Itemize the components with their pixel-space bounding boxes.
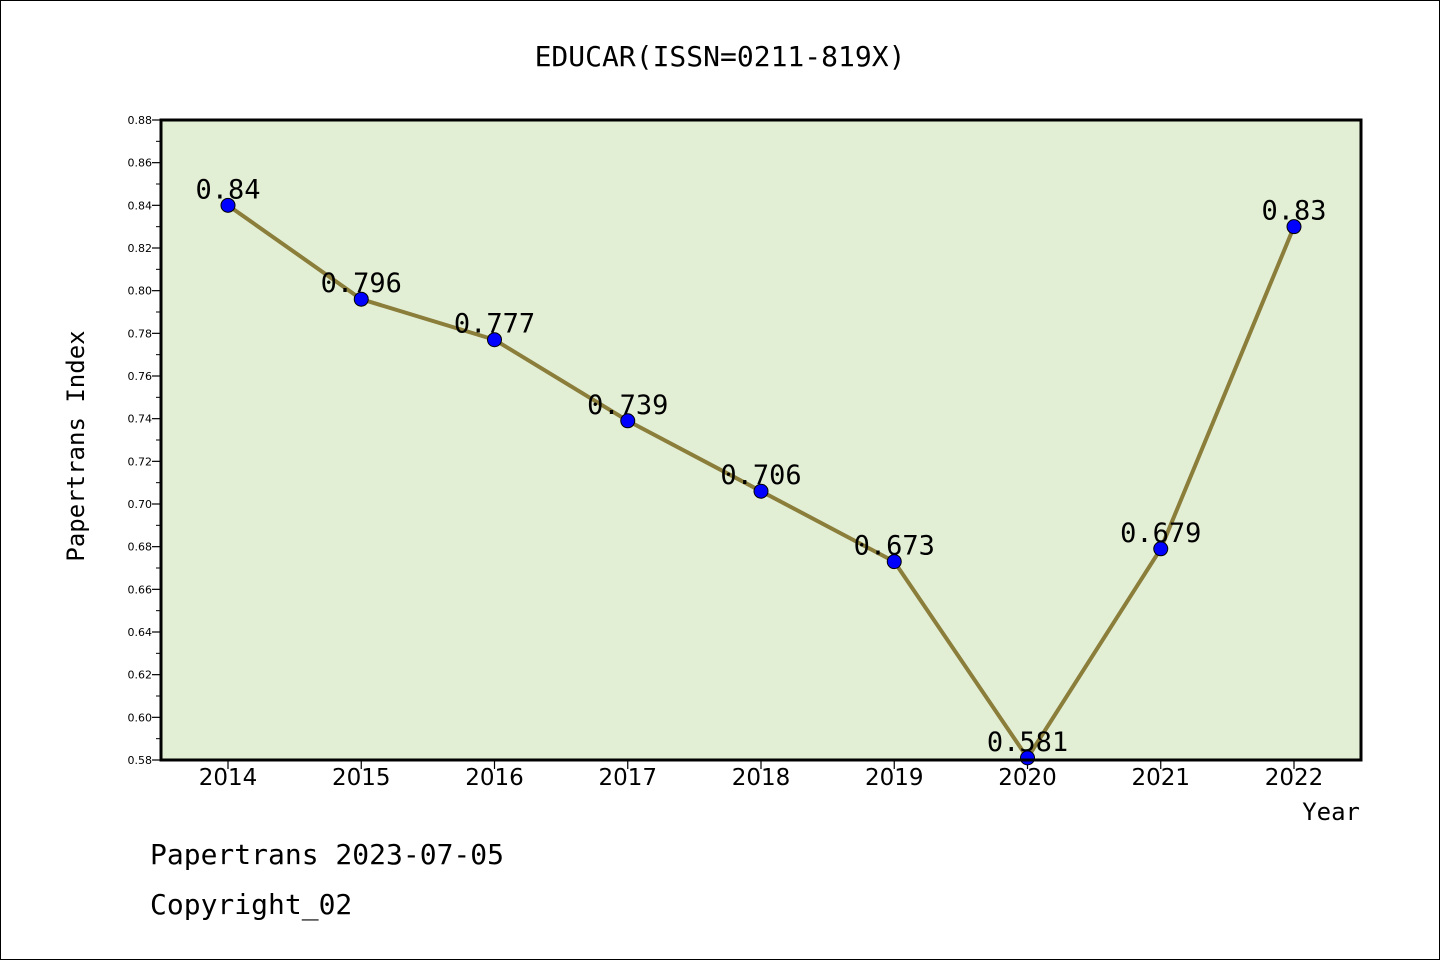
y-axis: 0.58 0.60 0.62 0.64 0.66 0.68 0.70 0.72 0.74 0.76…	[128, 114, 161, 767]
footer-copyright: Copyright_02	[150, 888, 352, 922]
data-point	[353, 291, 369, 307]
y-tick-label: 0.60	[128, 711, 153, 724]
plot-area	[161, 120, 1361, 760]
y-tick-label: 0.70	[128, 498, 153, 511]
data-point	[487, 332, 502, 348]
y-tick-label: 0.66	[128, 583, 153, 596]
x-tick-label: 2015	[332, 765, 391, 791]
y-tick-label: 0.80	[128, 285, 153, 298]
data-point	[1153, 541, 1169, 557]
x-tick-label: 2022	[1265, 765, 1324, 791]
data-point	[753, 483, 769, 499]
y-tick-label: 0.68	[128, 541, 153, 554]
x-tick-label: 2016	[465, 765, 524, 791]
data-point	[886, 554, 902, 570]
data-label: 0.84	[195, 174, 260, 205]
data-point	[220, 197, 236, 213]
x-tick-label: 2014	[199, 765, 258, 791]
data-point	[620, 413, 636, 429]
y-tick-label: 0.64	[128, 626, 153, 639]
y-tick-label: 0.84	[128, 199, 153, 212]
data-label: 0.83	[1261, 196, 1326, 227]
data-label: 0.673	[854, 531, 935, 562]
y-tick-label: 0.58	[128, 754, 153, 767]
x-tick-label: 2018	[732, 765, 791, 791]
data-labels: 0.84 0.796 0.777 0.739 0.706 0.673 0.581 0.679 0…	[195, 174, 1326, 758]
data-label: 0.581	[987, 727, 1068, 758]
y-tick-label: 0.74	[128, 413, 153, 426]
plot-border	[159, 118, 1363, 762]
x-tick-label: 2017	[598, 765, 657, 791]
y-tick-label: 0.86	[128, 157, 153, 170]
footer-date: Papertrans 2023-07-05	[150, 838, 504, 871]
y-tick-label: 0.62	[128, 669, 153, 682]
data-label: 0.739	[587, 390, 668, 421]
data-label: 0.679	[1120, 518, 1201, 549]
data-label: 0.706	[720, 460, 801, 491]
y-tick-label: 0.88	[128, 114, 153, 127]
y-tick-label: 0.78	[128, 327, 153, 340]
y-tick-label: 0.76	[128, 370, 153, 383]
x-tick-label: 2020	[998, 765, 1057, 791]
x-tick-label: 2019	[865, 765, 924, 791]
chart-title: EDUCAR(ISSN=0211-819X)	[535, 40, 906, 73]
x-axis-label: Year	[1302, 798, 1360, 826]
y-axis-label: Papertrans Index	[62, 330, 90, 561]
data-label: 0.777	[454, 309, 535, 340]
y-tick-label: 0.72	[128, 455, 153, 468]
x-axis: 2014 2015 2016 2017 2018 2019 2020 2021 2022	[199, 760, 1324, 791]
data-point	[1286, 219, 1302, 235]
data-label: 0.796	[321, 268, 402, 299]
y-tick-label: 0.82	[128, 242, 153, 255]
x-tick-label: 2021	[1131, 765, 1190, 791]
